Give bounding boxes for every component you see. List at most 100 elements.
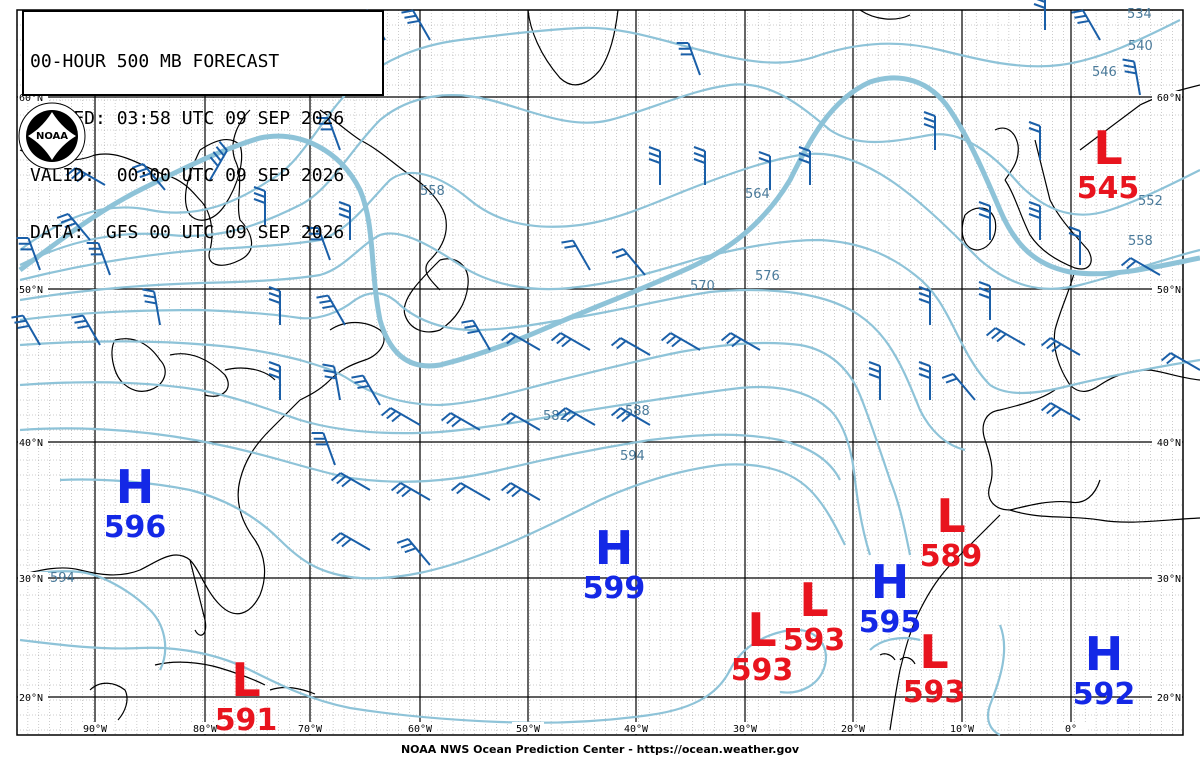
longitude-label-bg [946,722,978,734]
longitude-label-bg [837,722,869,734]
contour-line [19,232,1200,395]
wind-barb-icon [65,167,106,186]
coast-nova-scotia [299,321,385,401]
coast-labrador [319,109,447,291]
wind-barb-icon [268,286,281,325]
contour-line-bold [18,75,1200,369]
wind-barb-icon [316,294,346,326]
wind-barb-icon [396,538,431,566]
latitude-label: 30°N [19,574,43,585]
wind-barb-icon [1160,352,1200,371]
coast-scotland [994,127,1019,181]
coast-newfoundland [403,258,469,333]
longitude-label-bg [620,722,652,734]
wind-barb-icon [1071,9,1101,41]
wind-barb-icon [500,332,541,351]
coast-yucatan [89,682,128,721]
longitude-label: 30°W [733,724,758,735]
forecast-title: 00-HOUR 500 MB FORECAST [30,51,280,72]
wind-barb-icon [306,227,331,261]
longitude-label: 50°W [516,724,541,735]
latitude-label-bg [1152,283,1182,295]
wind-barb-icon [1040,402,1081,421]
coast-us-east [19,399,301,615]
longitude-label: 90°W [83,724,108,735]
latitude-label: 60°N [1157,93,1181,104]
contour-line [986,624,1006,736]
longitude-label: 40°W [624,724,649,735]
center-letter: L [799,573,828,627]
wind-barb-icon [918,361,931,400]
latitude-label: 50°N [1157,285,1181,296]
contour-label: 534 [1127,7,1152,22]
wind-barb-icon [648,146,661,185]
coast-hudson-bay [184,138,243,221]
wind-barb-icon [16,237,41,271]
wind-barb-icon [322,363,341,401]
longitude-label-bg [1055,722,1087,734]
longitude-label-bg [512,722,544,734]
contour-line [19,427,841,483]
wind-barb-icon [253,186,266,225]
wind-barb-icon [610,407,651,426]
contour-label: 564 [745,187,770,202]
wind-barb-icon [440,412,481,431]
wind-barb-icon [209,140,228,181]
wind-barb-icon [380,407,421,426]
latitude-label-bg [18,572,48,584]
contour-label: 540 [1128,39,1153,54]
wind-barb-icon [1120,257,1161,276]
noaa-logo-icon: NOAA [18,102,86,170]
wind-barb-icon [71,314,101,346]
wind-barb-icon [401,9,431,41]
wind-barb-icon [923,111,936,150]
longitude-label: 80°W [193,724,218,735]
wind-barb-icon [1028,121,1041,160]
contour-label: 558 [420,184,445,199]
wind-barb-icon [450,482,491,501]
center-letter: H [1085,627,1124,681]
wind-barb-icon [611,248,646,276]
wind-barb-icon [56,213,91,241]
wind-barb-icon [268,361,281,400]
coast-britain [1004,139,1092,270]
center-letter: L [1093,121,1122,175]
contour-line [19,152,1200,290]
wind-barb-icon [676,42,701,76]
contour-line [19,340,912,556]
coast-hispaniola [269,686,316,695]
coast-great-lakes [111,338,276,397]
contour-line [869,636,921,651]
coast-canaries [879,653,916,665]
longitude-label: 60°W [408,724,433,735]
wind-barb-icon [1040,337,1081,356]
latitude-label: 60°N [19,93,43,104]
logo-text: NOAA [36,131,68,142]
wind-barb-icon [978,281,991,320]
longitude-label: 10°W [950,724,975,735]
wind-barb-icon [561,239,591,271]
latitude-label-bg [18,691,48,703]
wind-barb-icon [330,472,371,491]
latitude-labels: 60°N 60°N 50°N 50°N 40°N 40°N 30°N 30°N 20°N 20°N [18,91,1182,704]
latitude-label-bg [1152,91,1182,103]
contour-line [19,19,1181,251]
major-grid [16,9,1184,736]
coast-north-africa [1009,509,1200,523]
coast-morocco [889,514,1001,731]
contour-line [59,463,846,580]
contour-label: 570 [690,279,715,294]
contour-label: 558 [1128,234,1153,249]
longitude-label-bg [404,722,436,734]
latitude-label-bg [18,436,48,448]
